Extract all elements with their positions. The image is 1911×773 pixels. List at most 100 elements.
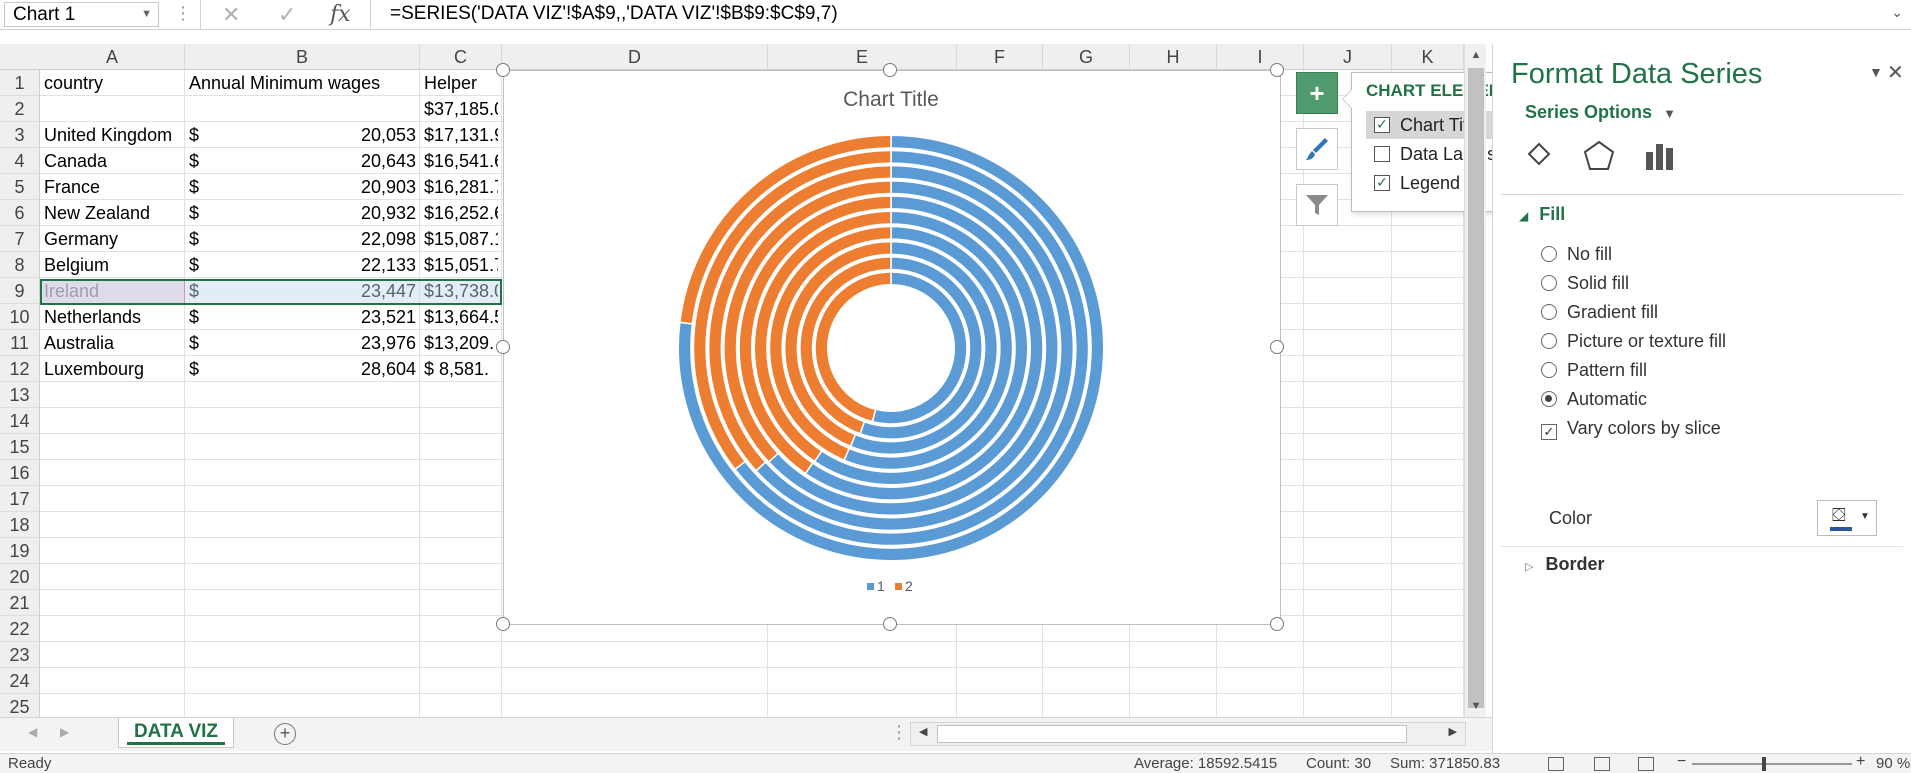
cell-b1[interactable]: Annual Minimum wages xyxy=(189,73,381,93)
row-header-1[interactable]: 1 xyxy=(0,70,40,96)
chart-element-legend[interactable]: ✓ Legend xyxy=(1366,169,1548,197)
cell-b7[interactable]: 22,098 xyxy=(360,229,416,249)
checkbox-icon[interactable]: ✓ xyxy=(1374,117,1390,133)
resize-handle-bl[interactable] xyxy=(496,617,510,631)
resize-handle-tr[interactable] xyxy=(1270,63,1284,77)
row-header-21[interactable]: 21 xyxy=(0,590,40,616)
cell-c1[interactable]: Helper xyxy=(424,73,478,93)
fill-section-header[interactable]: ◢ Fill xyxy=(1519,204,1565,225)
column-header-d[interactable]: D xyxy=(502,44,768,70)
cell-a6[interactable]: New Zealand xyxy=(44,203,151,223)
checkbox-icon[interactable]: ✓ xyxy=(1374,175,1390,191)
cell-c5[interactable]: $16,281.7 xyxy=(424,177,498,197)
chart-elements-button[interactable]: + xyxy=(1296,72,1338,114)
chart-styles-button[interactable] xyxy=(1296,128,1338,170)
cell-b5-currency[interactable]: $ xyxy=(189,177,200,197)
cell-b4-currency[interactable]: $ xyxy=(189,151,200,171)
row-header-3[interactable]: 3 xyxy=(0,122,40,148)
cell-c8[interactable]: $15,051.7 xyxy=(424,255,498,275)
horizontal-scrollbar[interactable]: ◀ ▶ xyxy=(910,722,1466,746)
cell-b4[interactable]: 20,643 xyxy=(360,151,416,171)
row-header-10[interactable]: 10 xyxy=(0,304,40,330)
enter-icon[interactable]: ✓ xyxy=(278,2,297,27)
radio-icon[interactable] xyxy=(1541,362,1557,378)
column-header-k[interactable]: K xyxy=(1392,44,1464,70)
resize-handle-tl[interactable] xyxy=(496,63,510,77)
scroll-left-icon[interactable]: ◀ xyxy=(919,726,928,738)
column-header-f[interactable]: F xyxy=(957,44,1043,70)
zoom-out-icon[interactable]: − xyxy=(1677,753,1687,770)
resize-handle-l[interactable] xyxy=(496,340,510,354)
cell-c7[interactable]: $15,087.1 xyxy=(424,229,498,249)
vary-colors-checkbox[interactable]: ✓ Vary colors by slice xyxy=(1541,418,1721,440)
expand-formula-bar-icon[interactable]: ⌄ xyxy=(1891,4,1903,20)
row-header-12[interactable]: 12 xyxy=(0,356,40,382)
legend-label-1[interactable]: 1 xyxy=(877,578,885,594)
prev-sheet-icon[interactable]: ◀ xyxy=(28,725,38,739)
normal-view-icon[interactable] xyxy=(1548,757,1564,771)
scroll-right-icon[interactable]: ▶ xyxy=(1448,726,1457,738)
ring-10-series-2-slice[interactable] xyxy=(678,134,892,325)
column-header-g[interactable]: G xyxy=(1043,44,1130,70)
cell-b3-currency[interactable]: $ xyxy=(189,125,200,145)
column-header-e[interactable]: E xyxy=(768,44,957,70)
cell-b11[interactable]: 23,976 xyxy=(360,333,416,353)
ring-5-series-2-slice[interactable] xyxy=(753,210,892,463)
cell-b7-currency[interactable]: $ xyxy=(189,229,200,249)
zoom-level[interactable]: 90 % xyxy=(1876,755,1911,772)
fill-option-gradient-fill[interactable]: Gradient fill xyxy=(1541,302,1658,323)
color-picker-button[interactable]: ⛋ ▼ xyxy=(1817,500,1877,536)
ring-9-series-2-slice[interactable] xyxy=(692,149,892,471)
column-header-b[interactable]: B xyxy=(185,44,420,70)
ring-8-series-2-slice[interactable] xyxy=(707,164,892,472)
cell-a10[interactable]: Netherlands xyxy=(44,307,142,327)
cell-c3[interactable]: $17,131.9 xyxy=(424,125,498,145)
close-icon[interactable]: ✕ xyxy=(1887,62,1904,84)
cell-c10[interactable]: $13,664.5 xyxy=(424,307,498,327)
ring-3-series-2-slice[interactable] xyxy=(783,240,892,448)
row-header-19[interactable]: 19 xyxy=(0,538,40,564)
fill-option-solid-fill[interactable]: Solid fill xyxy=(1541,273,1629,294)
cancel-icon[interactable]: ✕ xyxy=(222,2,241,27)
radio-icon[interactable] xyxy=(1541,333,1557,349)
resize-handle-br[interactable] xyxy=(1270,617,1284,631)
row-header-25[interactable]: 25 xyxy=(0,694,40,720)
cell-c4[interactable]: $16,541.6 xyxy=(424,151,498,171)
cell-a12[interactable]: Luxembourg xyxy=(44,359,145,379)
row-header-16[interactable]: 16 xyxy=(0,460,40,486)
formula-input[interactable]: =SERIES('DATA VIZ'!$A$9,,'DATA VIZ'!$B$9… xyxy=(390,3,838,24)
cell-b8-currency[interactable]: $ xyxy=(189,255,200,275)
column-header-h[interactable]: H xyxy=(1130,44,1217,70)
cell-b6-currency[interactable]: $ xyxy=(189,203,200,223)
row-header-4[interactable]: 4 xyxy=(0,148,40,174)
zoom-in-icon[interactable]: + xyxy=(1856,753,1866,770)
insert-function-icon[interactable]: fx xyxy=(330,2,351,27)
column-header-i[interactable]: I xyxy=(1217,44,1304,70)
doughnut-rings[interactable] xyxy=(677,134,1105,562)
row-header-23[interactable]: 23 xyxy=(0,642,40,668)
cell-a8[interactable]: Belgium xyxy=(44,255,110,275)
cell-b3[interactable]: 20,053 xyxy=(360,125,416,145)
fill-option-picture-fill[interactable]: Picture or texture fill xyxy=(1541,331,1726,352)
scroll-up-icon[interactable]: ▲ xyxy=(1470,49,1482,61)
cell-b10[interactable]: 23,521 xyxy=(360,307,416,327)
cell-b6[interactable]: 20,932 xyxy=(360,203,416,223)
column-header-j[interactable]: J xyxy=(1304,44,1392,70)
cell-b5[interactable]: 20,903 xyxy=(360,177,416,197)
radio-icon[interactable] xyxy=(1541,304,1557,320)
row-header-20[interactable]: 20 xyxy=(0,564,40,590)
resize-handle-r[interactable] xyxy=(1270,340,1284,354)
radio-selected-icon[interactable] xyxy=(1541,391,1557,407)
row-header-22[interactable]: 22 xyxy=(0,616,40,642)
vertical-scrollbar[interactable]: ▲ ▼ xyxy=(1464,44,1486,717)
series-options-dropdown[interactable]: Series Options ▼ xyxy=(1525,102,1676,123)
scroll-thumb[interactable] xyxy=(1468,68,1484,708)
cell-a3[interactable]: United Kingdom xyxy=(44,125,173,145)
chevron-down-icon[interactable]: ▼ xyxy=(1869,64,1883,80)
cell-c11[interactable]: $13,209. xyxy=(424,333,495,353)
checkbox-icon[interactable] xyxy=(1374,146,1390,162)
row-header-9[interactable]: 9 xyxy=(0,278,40,304)
radio-icon[interactable] xyxy=(1541,275,1557,291)
